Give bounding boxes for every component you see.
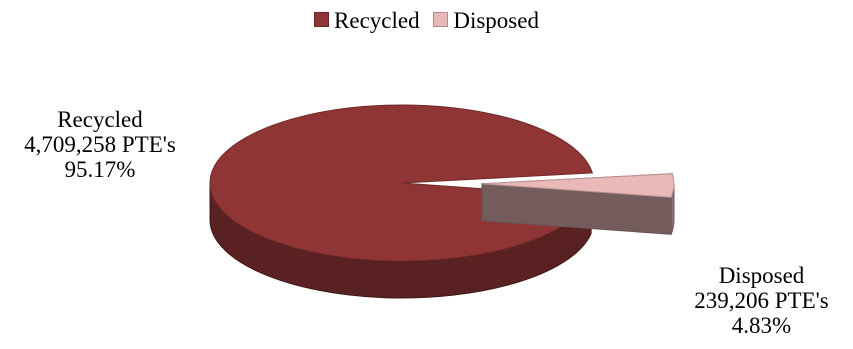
data-label-recycled-percent: 95.17% [64,157,136,182]
data-label-disposed: Disposed 239,206 PTE's 4.83% [670,263,853,338]
legend-label-recycled: Recycled [334,8,420,33]
legend-swatch-disposed [433,12,449,27]
pie-layer [209,104,675,299]
legend-label-disposed: Disposed [453,8,539,33]
data-label-disposed-percent: 4.83% [731,313,792,338]
data-label-disposed-value: 239,206 PTE's [694,288,829,313]
legend-swatch-recycled [314,12,330,27]
legend-item-recycled[interactable]: Recycled [314,6,420,36]
pie-slice-top-disposed [481,173,675,198]
pie-slice-disposed[interactable] [481,173,675,235]
data-label-disposed-name: Disposed [718,263,805,288]
data-label-recycled-name: Recycled [57,107,143,132]
legend-item-disposed[interactable]: Disposed [433,6,539,36]
chart-legend: Recycled Disposed [0,6,853,36]
data-label-recycled: Recycled 4,709,258 PTE's 95.17% [0,107,200,182]
data-label-recycled-value: 4,709,258 PTE's [24,132,176,157]
